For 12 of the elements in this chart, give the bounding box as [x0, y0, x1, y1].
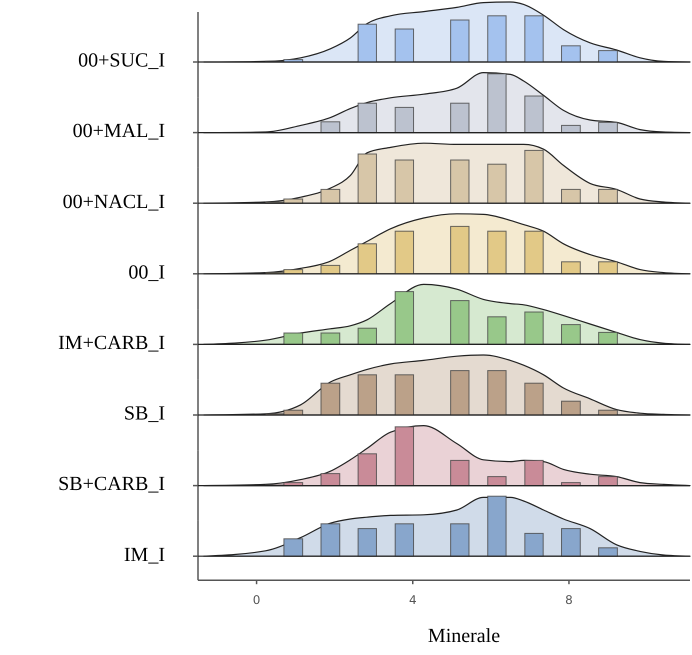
- x-tick-label: 8: [565, 593, 573, 608]
- y-axis-title: 00+SUC_I: [78, 50, 165, 72]
- y-axis-title: SB_I: [124, 402, 165, 425]
- x-tick-label: 0: [252, 593, 260, 608]
- y-axis-title: IM+CARB_I: [58, 332, 165, 354]
- y-axis-title: 00_I: [128, 261, 165, 284]
- y-axis-title: IM_I: [124, 544, 165, 566]
- x-axis-title: Minerale: [428, 625, 500, 648]
- y-axis-title: 00+NACL_I: [62, 190, 165, 213]
- y-axis-title: SB+CARB_I: [58, 473, 165, 496]
- x-tick-label: 4: [408, 593, 417, 608]
- y-axis-title: 00+MAL_I: [72, 120, 165, 142]
